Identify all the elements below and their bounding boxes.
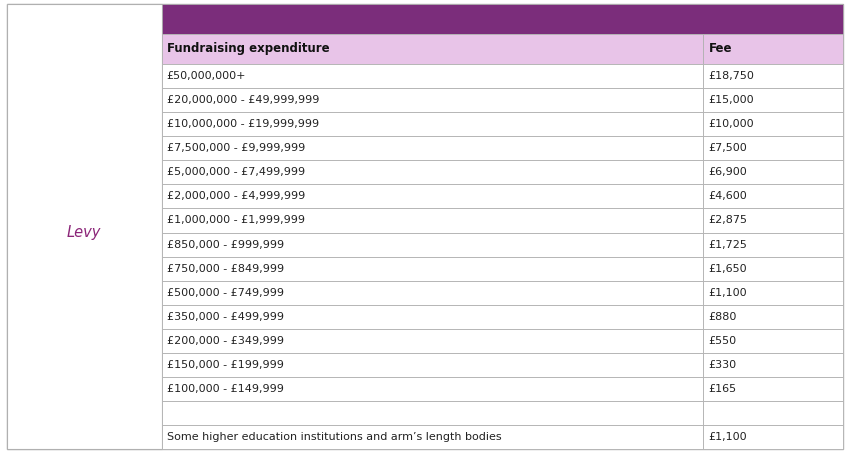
Bar bbox=[162, 64, 704, 88]
Bar bbox=[162, 4, 843, 34]
Bar bbox=[162, 329, 704, 353]
Bar bbox=[704, 353, 843, 377]
Text: £1,000,000 - £1,999,999: £1,000,000 - £1,999,999 bbox=[167, 216, 304, 226]
Bar bbox=[162, 160, 704, 184]
Text: £750,000 - £849,999: £750,000 - £849,999 bbox=[167, 264, 284, 274]
Text: £1,100: £1,100 bbox=[708, 432, 747, 442]
Bar bbox=[162, 136, 704, 160]
Bar bbox=[704, 160, 843, 184]
Text: Levy: Levy bbox=[67, 225, 101, 240]
Text: £18,750: £18,750 bbox=[708, 71, 754, 81]
Text: £5,000,000 - £7,499,999: £5,000,000 - £7,499,999 bbox=[167, 167, 304, 177]
Bar bbox=[704, 88, 843, 112]
Bar bbox=[162, 377, 704, 401]
Bar bbox=[704, 281, 843, 305]
Text: Fee: Fee bbox=[708, 42, 732, 55]
Bar bbox=[704, 377, 843, 401]
Bar bbox=[162, 401, 704, 425]
Text: £500,000 - £749,999: £500,000 - £749,999 bbox=[167, 288, 284, 298]
Text: £20,000,000 - £49,999,999: £20,000,000 - £49,999,999 bbox=[167, 95, 319, 105]
Bar bbox=[162, 184, 704, 208]
Text: £850,000 - £999,999: £850,000 - £999,999 bbox=[167, 240, 284, 250]
Bar bbox=[704, 232, 843, 256]
Bar bbox=[704, 305, 843, 329]
Text: £200,000 - £349,999: £200,000 - £349,999 bbox=[167, 336, 284, 346]
Text: £50,000,000+: £50,000,000+ bbox=[167, 71, 246, 81]
Bar bbox=[162, 256, 704, 281]
Text: £4,600: £4,600 bbox=[708, 191, 747, 202]
Text: £7,500: £7,500 bbox=[708, 143, 747, 153]
Bar bbox=[162, 34, 704, 64]
Text: £2,000,000 - £4,999,999: £2,000,000 - £4,999,999 bbox=[167, 191, 305, 202]
Bar bbox=[162, 208, 704, 232]
Bar bbox=[162, 112, 704, 136]
Bar bbox=[162, 305, 704, 329]
Text: £350,000 - £499,999: £350,000 - £499,999 bbox=[167, 312, 284, 322]
Bar bbox=[704, 34, 843, 64]
Bar bbox=[704, 256, 843, 281]
Text: Fundraising expenditure: Fundraising expenditure bbox=[167, 42, 329, 55]
Bar bbox=[7, 4, 162, 449]
Bar bbox=[162, 232, 704, 256]
Bar bbox=[704, 329, 843, 353]
Text: £1,725: £1,725 bbox=[708, 240, 747, 250]
Text: £150,000 - £199,999: £150,000 - £199,999 bbox=[167, 360, 283, 370]
Text: £10,000: £10,000 bbox=[708, 119, 754, 129]
Text: £550: £550 bbox=[708, 336, 737, 346]
Bar bbox=[704, 208, 843, 232]
Bar bbox=[162, 353, 704, 377]
Bar bbox=[704, 184, 843, 208]
Bar bbox=[704, 136, 843, 160]
Text: £880: £880 bbox=[708, 312, 737, 322]
Text: £6,900: £6,900 bbox=[708, 167, 747, 177]
Bar bbox=[162, 425, 704, 449]
Text: £1,650: £1,650 bbox=[708, 264, 747, 274]
Bar bbox=[704, 64, 843, 88]
Text: £7,500,000 - £9,999,999: £7,500,000 - £9,999,999 bbox=[167, 143, 305, 153]
Bar bbox=[704, 401, 843, 425]
Text: £2,875: £2,875 bbox=[708, 216, 747, 226]
Text: £330: £330 bbox=[708, 360, 737, 370]
Text: £100,000 - £149,999: £100,000 - £149,999 bbox=[167, 384, 283, 394]
Bar bbox=[704, 425, 843, 449]
Text: Some higher education institutions and arm’s length bodies: Some higher education institutions and a… bbox=[167, 432, 502, 442]
Bar bbox=[162, 88, 704, 112]
Bar bbox=[162, 281, 704, 305]
Text: £15,000: £15,000 bbox=[708, 95, 754, 105]
Text: £10,000,000 - £19,999,999: £10,000,000 - £19,999,999 bbox=[167, 119, 319, 129]
Bar bbox=[704, 112, 843, 136]
Text: £165: £165 bbox=[708, 384, 737, 394]
Text: £1,100: £1,100 bbox=[708, 288, 747, 298]
